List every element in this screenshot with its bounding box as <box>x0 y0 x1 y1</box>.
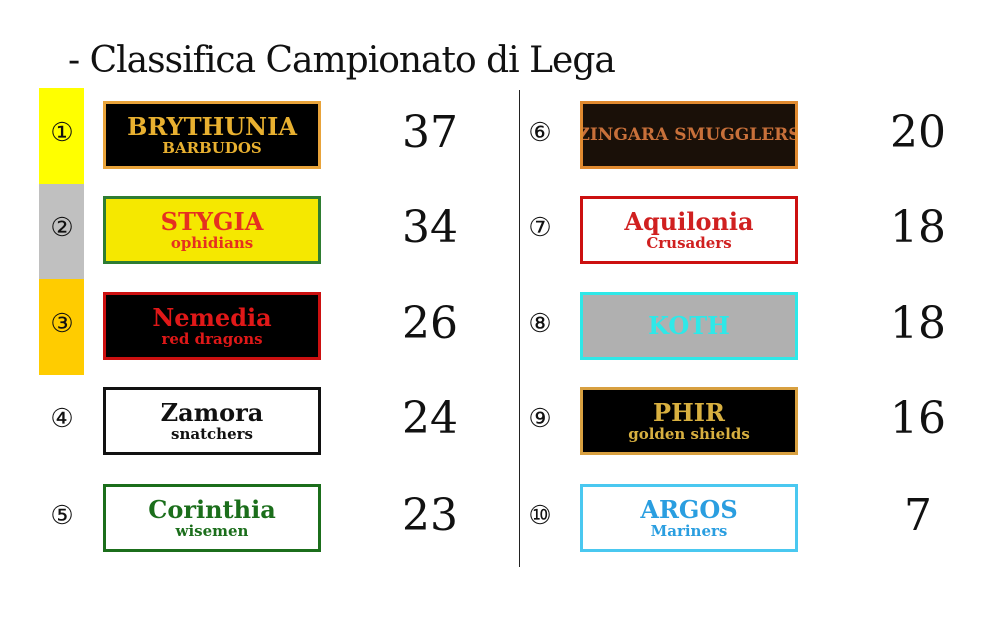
team-points: 18 <box>890 298 946 349</box>
team-subtitle: ophidians <box>170 233 254 252</box>
team-subtitle: BARBUDOS <box>162 138 262 157</box>
team-name: Zamora <box>160 397 264 427</box>
rank-badge: ② <box>50 213 74 243</box>
team-logo: KOTH <box>580 292 798 360</box>
team-name: Aquilonia <box>624 206 754 236</box>
rank-badge: ③ <box>50 309 74 339</box>
team-name: ARGOS <box>640 494 738 524</box>
team-subtitle: golden shields <box>628 424 750 443</box>
team-points: 18 <box>890 202 946 253</box>
team-subtitle: red dragons <box>161 329 263 348</box>
rank-badge: ⑦ <box>528 213 552 243</box>
rank-badge: ⑧ <box>528 309 552 339</box>
team-subtitle: snatchers <box>171 424 253 443</box>
team-name: KOTH <box>648 311 730 340</box>
team-name: PHIR <box>653 397 725 427</box>
team-subtitle: Mariners <box>650 521 728 540</box>
team-points: 26 <box>402 298 458 349</box>
rank-badge: ⑥ <box>528 118 552 148</box>
team-points: 20 <box>890 107 946 158</box>
team-logo: BRYTHUNIA BARBUDOS <box>103 101 321 169</box>
third-place-highlight <box>39 279 84 375</box>
page-title: - Classifica Campionato di Lega <box>68 40 616 81</box>
team-logo: STYGIA ophidians <box>103 196 321 264</box>
team-points: 23 <box>402 490 458 541</box>
team-logo: ARGOS Mariners <box>580 484 798 552</box>
team-name: STYGIA <box>160 206 264 236</box>
team-name: BRYTHUNIA <box>127 111 297 141</box>
rank-badge: ④ <box>50 404 74 434</box>
first-place-highlight <box>39 88 84 184</box>
team-logo: Corinthia wisemen <box>103 484 321 552</box>
team-name: Nemedia <box>152 302 272 332</box>
rank-badge: ① <box>50 118 74 148</box>
team-subtitle: Crusaders <box>646 233 732 252</box>
team-points: 16 <box>890 393 946 444</box>
rank-badge: ⑨ <box>528 404 552 434</box>
second-place-highlight <box>39 184 84 280</box>
team-logo: Nemedia red dragons <box>103 292 321 360</box>
team-points: 24 <box>402 393 458 444</box>
rank-badge: ⑩ <box>528 501 552 531</box>
team-logo: ZINGARA SMUGGLERS <box>580 101 798 169</box>
team-name: Corinthia <box>148 494 276 524</box>
team-name: ZINGARA SMUGGLERS <box>580 125 798 145</box>
team-logo: Zamora snatchers <box>103 387 321 455</box>
team-logo: Aquilonia Crusaders <box>580 196 798 264</box>
team-points: 37 <box>402 107 458 158</box>
column-divider <box>519 90 520 567</box>
team-logo: PHIR golden shields <box>580 387 798 455</box>
team-points: 7 <box>904 490 932 541</box>
team-subtitle: wisemen <box>175 521 249 540</box>
team-points: 34 <box>402 202 458 253</box>
rank-badge: ⑤ <box>50 501 74 531</box>
